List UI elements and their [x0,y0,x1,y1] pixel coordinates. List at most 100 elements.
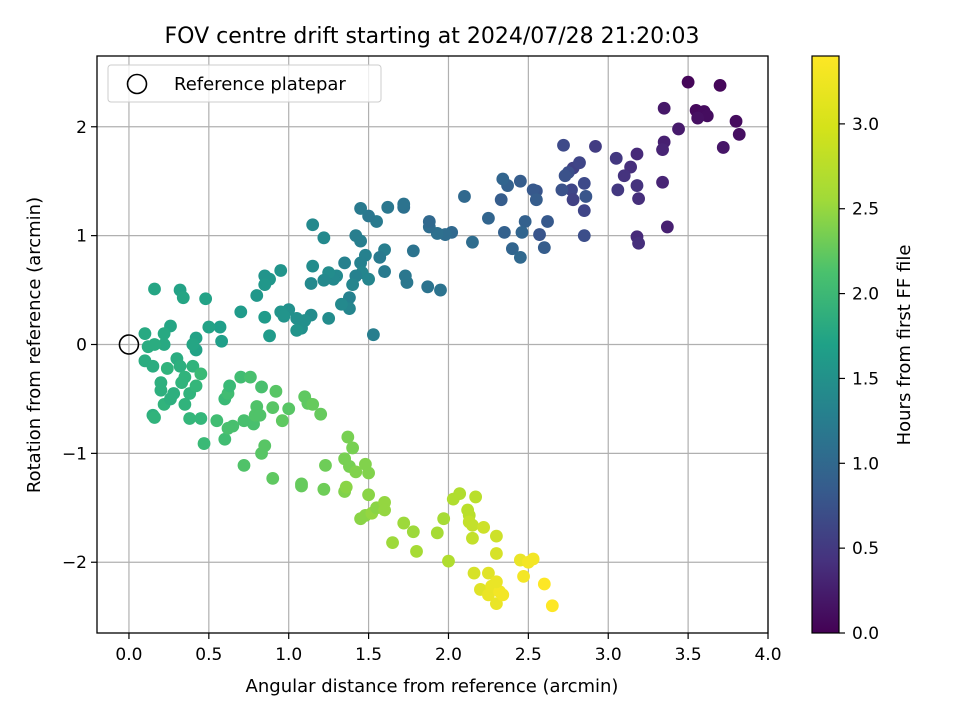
data-point [164,392,177,406]
data-point [282,402,296,416]
data-point [266,472,280,485]
data-point [290,311,304,325]
y-tick-label: −2 [62,553,87,573]
colorbar-gradient [811,55,840,634]
data-point [434,283,447,297]
data-point [258,310,272,324]
data-point [189,379,203,393]
data-point [178,397,192,411]
data-point [497,225,511,239]
data-point [545,599,559,613]
data-point [255,380,268,394]
data-point [160,362,174,375]
data-point [186,359,200,373]
data-point [558,169,572,183]
data-point [295,479,308,493]
data-point [589,139,602,153]
data-point [630,179,644,192]
data-point [157,338,171,351]
data-point [573,156,586,170]
data-point [274,264,288,277]
data-point [341,430,355,444]
data-point [339,480,353,494]
y-tick-label: 2 [76,118,87,138]
data-point [346,441,360,455]
data-point [199,292,213,306]
data-point [176,291,190,305]
data-point [537,241,551,255]
data-point [467,566,481,580]
reference-platepar-marker [118,334,140,355]
chart-title: FOV centre drift starting at 2024/07/28 … [165,24,700,49]
data-point [496,588,510,602]
data-point [258,278,272,292]
data-point [362,272,375,286]
data-point [477,520,491,534]
data-point [349,465,363,479]
data-point [275,414,289,428]
data-point [218,432,232,446]
y-axis-ticks: −2 −1 0 1 2 [62,118,97,573]
data-point [466,518,479,532]
data-point [579,190,593,203]
data-point [194,412,208,425]
data-point [490,529,503,543]
data-point [713,78,727,92]
data-point [354,234,368,248]
data-point [194,367,208,381]
data-point [577,204,591,217]
data-point [381,200,395,214]
data-point [632,236,645,250]
y-tick-label: 0 [76,336,87,356]
data-point [338,256,352,270]
data-point [458,190,471,203]
data-point [243,370,257,384]
data-point [373,251,387,264]
data-point [250,289,264,302]
data-points [118,75,746,613]
data-point [716,141,730,154]
data-point [314,407,328,421]
data-point [555,183,569,197]
colorbar-tick-label: 1.5 [852,369,879,389]
data-point [430,526,444,540]
data-point [681,75,695,89]
data-point [529,193,543,207]
x-tick-label: 2.0 [435,645,462,665]
data-point [362,209,375,223]
data-point [183,412,197,425]
y-tick-label: −1 [62,444,87,464]
data-point [577,229,591,243]
data-point [362,466,375,480]
data-point [148,282,161,296]
data-point [378,265,391,278]
data-point [482,211,495,225]
data-point [410,544,423,558]
data-point [173,359,187,373]
data-point [317,482,331,496]
data-point [335,297,348,311]
data-point [691,111,705,125]
data-point [210,414,224,428]
data-point [354,256,368,270]
data-point [317,231,331,245]
colorbar-tick-label: 3.0 [852,115,879,135]
data-point [306,397,320,411]
data-point [397,197,411,211]
data-point [442,554,455,568]
x-tick-label: 1.0 [275,645,302,665]
data-point [490,575,503,589]
data-point [346,278,360,292]
data-point [175,376,189,390]
x-tick-label: 0.0 [115,645,142,665]
data-point [513,174,527,188]
data-point [269,384,283,398]
x-tick-label: 0.5 [195,645,222,665]
data-point [215,334,229,348]
legend-box [107,64,382,103]
data-point [505,242,519,256]
data-point [630,147,644,161]
data-point [611,183,625,197]
data-point [258,439,272,453]
